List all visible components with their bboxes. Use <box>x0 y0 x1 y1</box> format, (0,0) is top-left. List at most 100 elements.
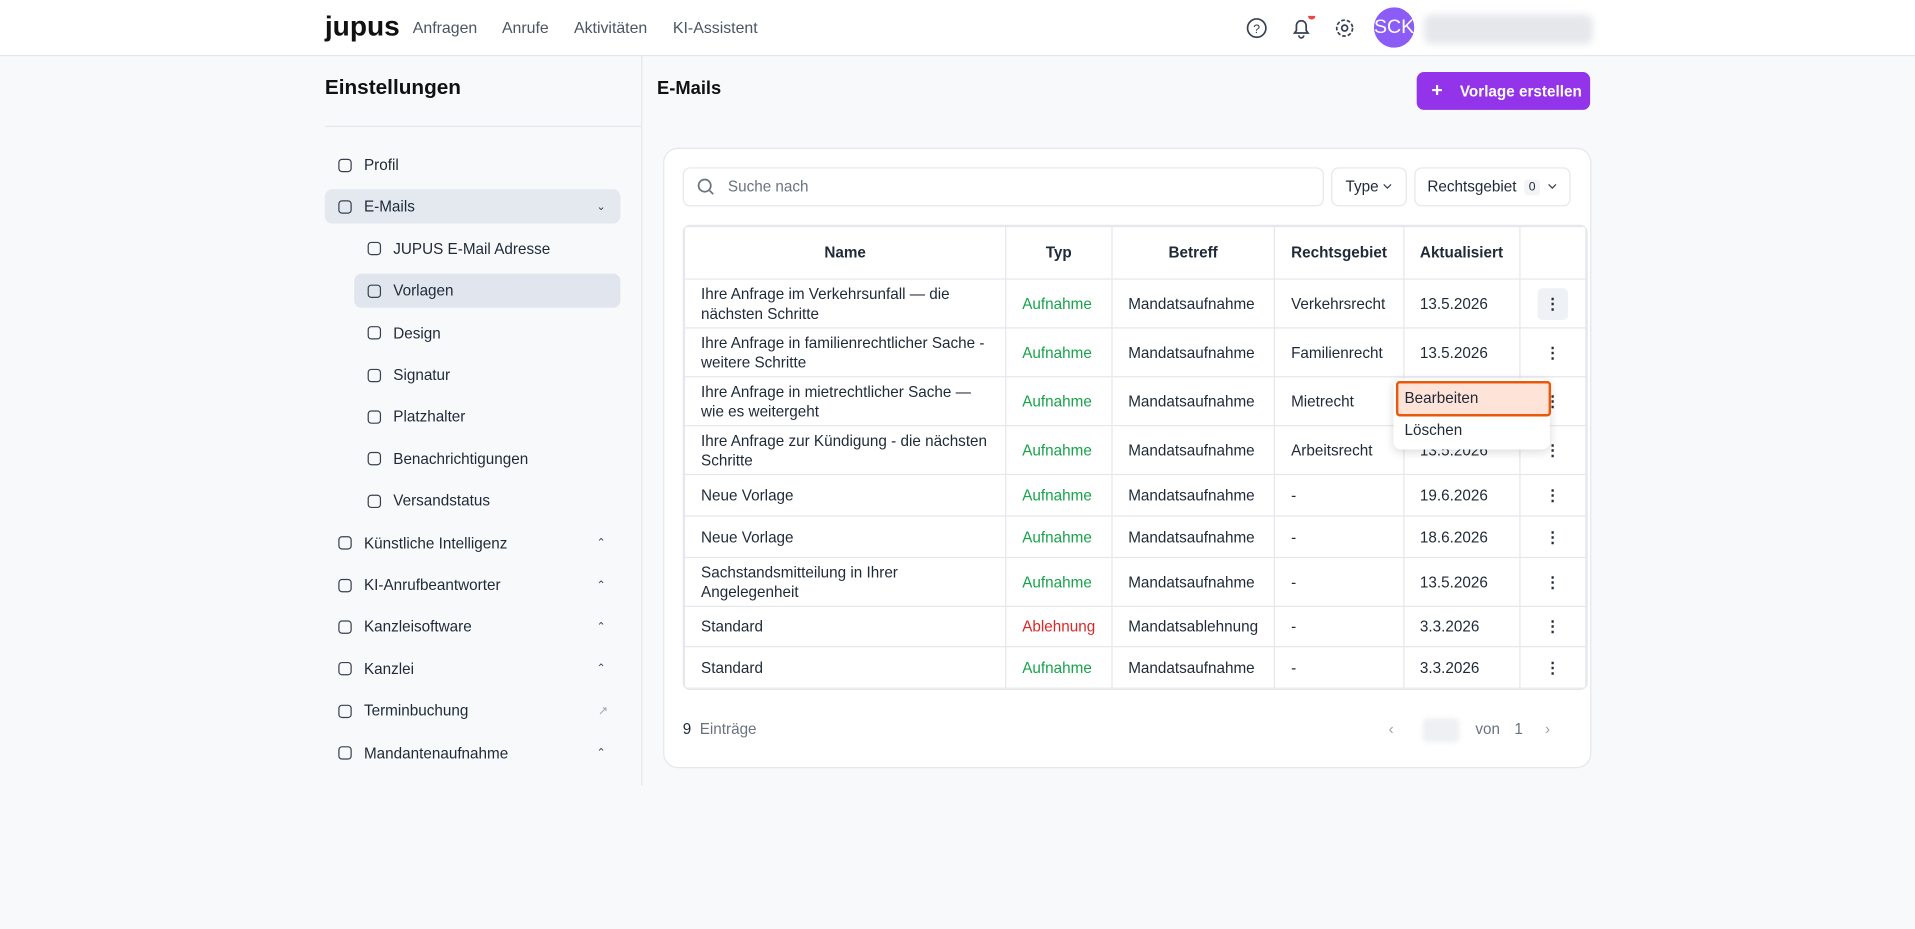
sidebar-item[interactable]: Signatur <box>354 358 620 392</box>
avatar[interactable]: SCK <box>1373 7 1415 48</box>
cell: Mandatsaufnahme <box>1111 646 1276 689</box>
page-of: von <box>1475 720 1500 738</box>
label: Versandstatus <box>393 492 491 510</box>
sidebar-item[interactable]: Mandantenaufnahme ⌃ <box>325 736 621 770</box>
table-row[interactable]: Neue Vorlage Aufnahme Mandatsaufnahme -19.6… <box>683 473 1587 517</box>
type-filter[interactable]: Type <box>1331 167 1407 207</box>
cell: Familienrecht <box>1273 327 1405 378</box>
actions-cell: ⋮ <box>1518 327 1587 378</box>
user-name-blurred <box>1424 14 1593 44</box>
logo[interactable]: jupus <box>324 9 400 42</box>
sidebar-item[interactable]: Künstliche Intelligenz ⌃ <box>325 526 621 560</box>
create-button[interactable]: + Vorlage erstellen <box>1416 72 1591 110</box>
sidebar-item[interactable]: KI-Anrufbeantworter ⌃ <box>325 568 621 602</box>
count-label: Einträge <box>699 720 757 738</box>
icon <box>338 662 352 676</box>
nav-link[interactable]: Anrufe <box>501 18 549 37</box>
kebab-button[interactable]: ⋮ <box>1537 287 1568 320</box>
cell: - <box>1273 473 1405 517</box>
actions-cell: ⋮ <box>1518 278 1587 329</box>
table-row[interactable]: Ihre Anfrage zur Kündigung - die nächste… <box>683 425 1587 476</box>
menu-item[interactable]: Bearbeiten <box>1395 381 1552 417</box>
prev-page[interactable]: ‹ <box>1388 720 1394 738</box>
label: Signatur <box>393 366 451 384</box>
table-row[interactable]: Sachstandsmitteilung in Ihrer Angelegenh… <box>683 556 1587 607</box>
cell: Mandatsaufnahme <box>1111 278 1276 329</box>
sidebar-item[interactable]: Vorlagen <box>354 273 621 308</box>
cell: Mandatsaufnahme <box>1111 515 1276 559</box>
chevron: ⌄ <box>596 200 606 213</box>
table: Name Typ Betreff Rechtsgebiet Aktualisiert Ih… <box>683 225 1587 689</box>
label: Benachrichtigungen <box>393 450 529 468</box>
sidebar-item[interactable]: Kanzlei ⌃ <box>325 652 621 686</box>
kebab-button[interactable]: ⋮ <box>1544 343 1561 361</box>
kebab-button[interactable]: ⋮ <box>1544 573 1561 591</box>
nav-link[interactable]: KI-Assistent <box>672 18 758 37</box>
menu-item[interactable]: Löschen <box>1404 421 1463 439</box>
divider <box>324 125 642 128</box>
icon <box>367 242 382 256</box>
filter-label: Type <box>1345 178 1379 196</box>
main-title: E-Mails <box>657 78 722 99</box>
table-row[interactable]: Ihre Anfrage in familienrechtlicher Sach… <box>683 327 1587 378</box>
kebab-button[interactable]: ⋮ <box>1544 617 1561 636</box>
sidebar-item[interactable]: Kanzleisoftware ⌃ <box>325 610 621 644</box>
cell: Aufnahme <box>1005 473 1113 517</box>
icon <box>367 410 382 424</box>
kebab-button[interactable]: ⋮ <box>1544 528 1561 546</box>
column-header <box>1518 225 1587 280</box>
sidebar-item[interactable]: Platzhalter <box>354 400 620 434</box>
table-row[interactable]: Ihre Anfrage im Verkehrsunfall — die näc… <box>683 278 1587 329</box>
page-total: 1 <box>1514 720 1523 738</box>
cell: Neue Vorlage <box>683 515 1007 559</box>
cell: Mandatsaufnahme <box>1111 425 1276 476</box>
sidebar-item[interactable]: Terminbuchung ↗ <box>325 694 621 728</box>
nav-link[interactable]: Aktivitäten <box>574 18 648 37</box>
cell: Ablehnung <box>1005 605 1113 648</box>
chevron: ⌃ <box>596 536 606 549</box>
label: JUPUS E-Mail Adresse <box>393 240 551 258</box>
external-icon: ↗ <box>597 704 609 718</box>
next-page[interactable]: › <box>1544 720 1551 738</box>
page-input[interactable] <box>1422 718 1460 743</box>
cell: Ihre Anfrage in mietrechtlicher Sache — … <box>683 376 1007 427</box>
table-row[interactable]: Neue Vorlage Aufnahme Mandatsaufnahme -18.6… <box>683 515 1587 559</box>
table-row[interactable]: Standard Aufnahme Mandatsaufnahme -3.3.2026… <box>683 646 1587 689</box>
kebab-button[interactable]: ⋮ <box>1544 486 1561 504</box>
sidebar-item[interactable]: Versandstatus <box>354 484 620 518</box>
entry-count: 9 Einträge <box>683 721 757 738</box>
sidebar-item[interactable]: Profil <box>325 148 621 182</box>
column-header: Aktualisiert <box>1402 225 1521 280</box>
kebab-button[interactable]: ⋮ <box>1544 658 1561 676</box>
actions-cell: ⋮ <box>1518 605 1587 648</box>
sidebar-item[interactable]: Design <box>354 316 620 350</box>
label: Design <box>393 324 441 342</box>
icon <box>367 326 382 340</box>
cell: Verkehrsrecht <box>1273 278 1405 329</box>
table-row[interactable]: Standard Ablehnung Mandatsablehnung -3.3.20… <box>683 605 1587 648</box>
cell: 13.5.2026 <box>1402 327 1521 378</box>
label: Künstliche Intelligenz <box>363 534 508 552</box>
cell: Mandatsaufnahme <box>1111 556 1276 607</box>
cell: Mandatsaufnahme <box>1111 473 1276 517</box>
cell: Neue Vorlage <box>683 473 1007 517</box>
actions-cell: ⋮ <box>1518 646 1587 689</box>
label: Kanzleisoftware <box>363 618 472 636</box>
chevron: ⌃ <box>596 662 606 675</box>
header-icons[interactable]: ? <box>1246 15 1368 40</box>
icon <box>367 284 382 298</box>
cell: - <box>1273 515 1405 559</box>
cell: Ihre Anfrage zur Kündigung - die nächste… <box>683 425 1007 476</box>
nav-link[interactable]: Anfragen <box>412 18 478 37</box>
cell: Aufnahme <box>1005 376 1113 427</box>
icon <box>338 578 352 592</box>
area-filter[interactable]: Rechtsgebiet 0 <box>1414 167 1571 207</box>
column-header: Rechtsgebiet <box>1273 225 1405 280</box>
icon <box>367 452 382 466</box>
sidebar-item[interactable]: JUPUS E-Mail Adresse <box>354 232 620 266</box>
cell: Mandatsaufnahme <box>1111 327 1276 378</box>
cell: 18.6.2026 <box>1402 515 1521 559</box>
sidebar-item[interactable]: E-Mails ⌄ <box>324 189 621 224</box>
search-input[interactable]: Suche nach <box>682 167 1324 207</box>
sidebar-item[interactable]: Benachrichtigungen <box>354 442 620 476</box>
